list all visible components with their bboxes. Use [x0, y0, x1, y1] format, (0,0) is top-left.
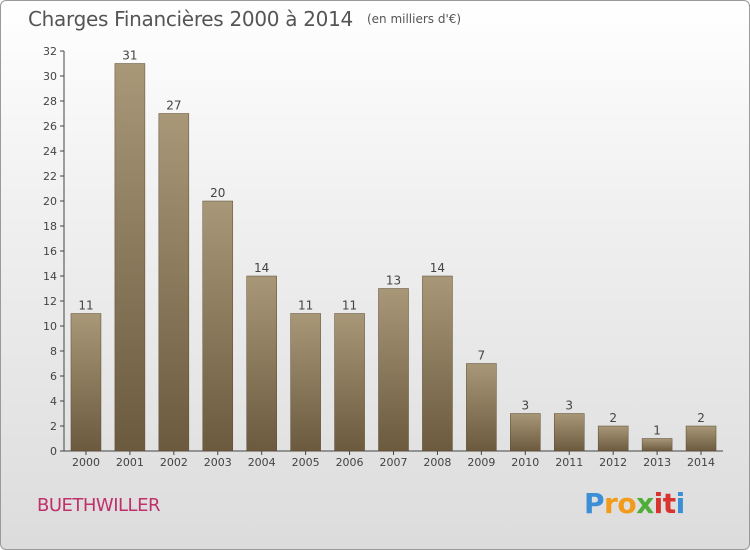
x-tick-label-2012: 2012 [599, 456, 627, 469]
x-tick-label-2014: 2014 [687, 456, 715, 469]
y-tick-label: 10 [43, 320, 57, 333]
x-tick-label-2011: 2011 [555, 456, 583, 469]
value-label-2014: 2 [697, 411, 705, 425]
x-tick-label-2001: 2001 [116, 456, 144, 469]
value-label-2010: 3 [521, 399, 529, 413]
x-tick-label-2007: 2007 [380, 456, 408, 469]
value-label-2001: 31 [122, 49, 137, 63]
x-tick-label-2010: 2010 [511, 456, 539, 469]
y-tick-label: 32 [43, 45, 57, 58]
value-label-2009: 7 [478, 349, 486, 363]
y-tick-label: 18 [43, 220, 57, 233]
value-label-2004: 14 [254, 261, 269, 275]
value-label-2013: 1 [653, 424, 661, 438]
bar-2008 [422, 275, 453, 452]
y-tick-label: 8 [50, 345, 57, 358]
x-tick-label-2013: 2013 [643, 456, 671, 469]
y-tick-label: 22 [43, 170, 57, 183]
x-tick-label-2002: 2002 [160, 456, 188, 469]
bar-2013 [641, 438, 673, 452]
chart-title: Charges Financières 2000 à 2014 [28, 7, 353, 31]
y-tick-label: 16 [43, 245, 57, 258]
value-label-2006: 11 [342, 299, 357, 313]
x-tick-label-2005: 2005 [292, 456, 320, 469]
x-tick-label-2008: 2008 [423, 456, 451, 469]
x-tick-label-2003: 2003 [204, 456, 232, 469]
y-tick-label: 0 [50, 445, 57, 458]
bar-2010 [510, 413, 541, 452]
bar-2005 [290, 313, 321, 452]
value-label-2007: 13 [386, 274, 401, 288]
x-tick-label-2004: 2004 [248, 456, 276, 469]
bar-2012 [597, 425, 629, 452]
value-label-2000: 11 [78, 299, 93, 313]
y-tick-label: 20 [43, 195, 57, 208]
value-label-2005: 11 [298, 299, 313, 313]
y-tick-label: 14 [43, 270, 57, 283]
bar-2004 [246, 275, 277, 452]
bar-2003 [202, 200, 234, 452]
value-label-2008: 14 [430, 261, 445, 275]
value-label-2003: 20 [210, 186, 225, 200]
bar-2007 [378, 288, 409, 452]
bar-2000 [70, 313, 102, 452]
value-label-2011: 3 [565, 399, 573, 413]
y-tick-label: 6 [50, 370, 57, 383]
x-tick-label-2009: 2009 [467, 456, 495, 469]
y-tick-label: 30 [43, 70, 57, 83]
y-tick-label: 24 [43, 145, 57, 158]
bar-2009 [466, 363, 497, 452]
bar-2014 [685, 425, 717, 452]
chart-title-block: Charges Financières 2000 à 2014 (en milli… [28, 7, 461, 31]
y-tick-label: 2 [50, 420, 57, 433]
bar-2001 [114, 63, 146, 452]
value-label-2002: 27 [166, 99, 181, 113]
bar-2011 [553, 413, 585, 452]
proxiti-logo: Proxiti [584, 487, 685, 520]
x-tick-label-2000: 2000 [72, 456, 100, 469]
city-name: BUETHWILLER [37, 495, 160, 516]
y-tick-label: 26 [43, 120, 57, 133]
bar-2002 [158, 113, 190, 452]
y-tick-label: 4 [50, 395, 57, 408]
x-tick-label-2006: 2006 [336, 456, 364, 469]
unit-note: (en milliers d'€) [366, 12, 462, 26]
y-tick-label: 12 [43, 295, 57, 308]
value-label-2012: 2 [609, 411, 617, 425]
bar-2006 [334, 313, 365, 452]
y-tick-label: 28 [43, 95, 57, 108]
